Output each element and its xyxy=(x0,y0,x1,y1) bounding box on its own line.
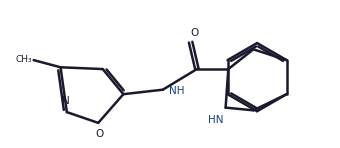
Text: CH₃: CH₃ xyxy=(16,55,32,64)
Text: NH: NH xyxy=(169,86,184,96)
Text: HN: HN xyxy=(208,115,224,125)
Text: N: N xyxy=(63,96,70,106)
Text: O: O xyxy=(190,28,199,38)
Text: O: O xyxy=(96,129,104,139)
